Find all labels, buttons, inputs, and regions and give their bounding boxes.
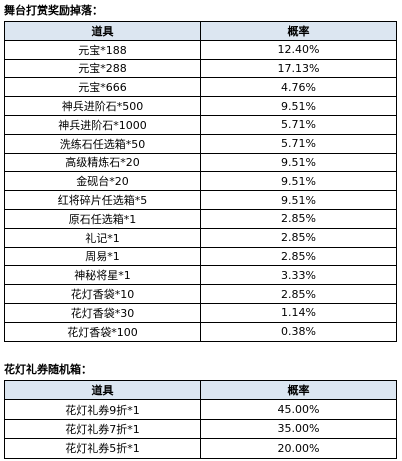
probability-cell: 4.76% [200,77,397,98]
table-row: 红将碎片任选箱*5 9.51% [4,190,397,210]
item-cell: 神兵进阶石*500 [4,96,201,116]
item-cell: 金砚台*20 [4,171,201,192]
probability-cell: 45.00% [200,399,397,420]
probability-cell: 9.51% [200,171,397,192]
probability-cell: 2.85% [200,208,397,229]
probability-cell: 2.85% [200,227,397,248]
table-row: 花灯香袋*100 0.38% [4,321,397,342]
item-cell: 高级精炼石*20 [4,152,201,173]
probability-cell: 12.40% [200,39,397,60]
table-row: 花灯礼券5折*1 20.00% [4,438,397,459]
table-row: 花灯礼券9折*1 45.00% [4,399,397,420]
table-row: 元宝*188 12.40% [4,39,397,60]
item-cell: 元宝*288 [4,58,201,79]
probability-cell: 17.13% [200,58,397,79]
probability-cell: 5.71% [200,133,397,154]
table-row: 洗练石任选箱*50 5.71% [4,133,397,154]
probability-cell: 3.33% [200,265,397,286]
probability-cell: 35.00% [200,418,397,440]
item-cell: 花灯香袋*100 [4,321,201,342]
probability-cell: 5.71% [200,114,397,135]
table-row: 花灯礼券7折*1 35.00% [4,418,397,440]
probability-cell: 1.14% [200,302,397,323]
header-cell: 道具 [4,379,201,401]
item-cell: 周易*1 [4,246,201,267]
section-title: 花灯礼券随机箱： [4,363,92,376]
header-cell: 道具 [4,21,201,41]
item-cell: 花灯礼券9折*1 [4,399,201,420]
item-cell: 神秘将星*1 [4,265,201,286]
item-cell: 花灯香袋*30 [4,302,201,323]
item-cell: 元宝*188 [4,39,201,60]
table-row: 元宝*666 4.76% [4,77,397,98]
header-cell: 概率 [200,379,397,401]
item-cell: 花灯礼券7折*1 [4,418,201,440]
item-cell: 红将碎片任选箱*5 [4,190,201,210]
header-row: 道具 概率 [4,21,397,41]
table-row: 原石任选箱*1 2.85% [4,208,397,229]
table-row: 花灯香袋*30 1.14% [4,302,397,323]
probability-cell: 0.38% [200,321,397,342]
item-cell: 元宝*666 [4,77,201,98]
item-cell: 洗练石任选箱*50 [4,133,201,154]
section-title: 舞台打赏奖励掉落： [4,4,103,17]
header-row: 道具 概率 [4,379,397,401]
probability-cell: 9.51% [200,152,397,173]
table-row: 神兵进阶石*500 9.51% [4,96,397,116]
probability-cell: 9.51% [200,96,397,116]
data-table: 道具 概率 元宝*188 12.40% 元宝*288 17.13% 元宝*666 4.76% 神… [4,21,397,342]
item-cell: 原石任选箱*1 [4,208,201,229]
probability-cell: 2.85% [200,284,397,304]
probability-cell: 2.85% [200,246,397,267]
table-row: 礼记*1 2.85% [4,227,397,248]
item-cell: 礼记*1 [4,227,201,248]
item-cell: 神兵进阶石*1000 [4,114,201,135]
probability-cell: 20.00% [200,438,397,459]
header-cell: 概率 [200,21,397,41]
data-table: 道具 概率 花灯礼券9折*1 45.00% 花灯礼券7折*1 35.00% 花灯礼券5折*1… [4,379,397,459]
table-row: 周易*1 2.85% [4,246,397,267]
probability-cell: 9.51% [200,190,397,210]
table-row: 花灯香袋*10 2.85% [4,284,397,304]
item-cell: 花灯香袋*10 [4,284,201,304]
table-row: 神兵进阶石*1000 5.71% [4,114,397,135]
table-row: 神秘将星*1 3.33% [4,265,397,286]
table-row: 元宝*288 17.13% [4,58,397,79]
table-row: 金砚台*20 9.51% [4,171,397,192]
table-row: 高级精炼石*20 9.51% [4,152,397,173]
item-cell: 花灯礼券5折*1 [4,438,201,459]
